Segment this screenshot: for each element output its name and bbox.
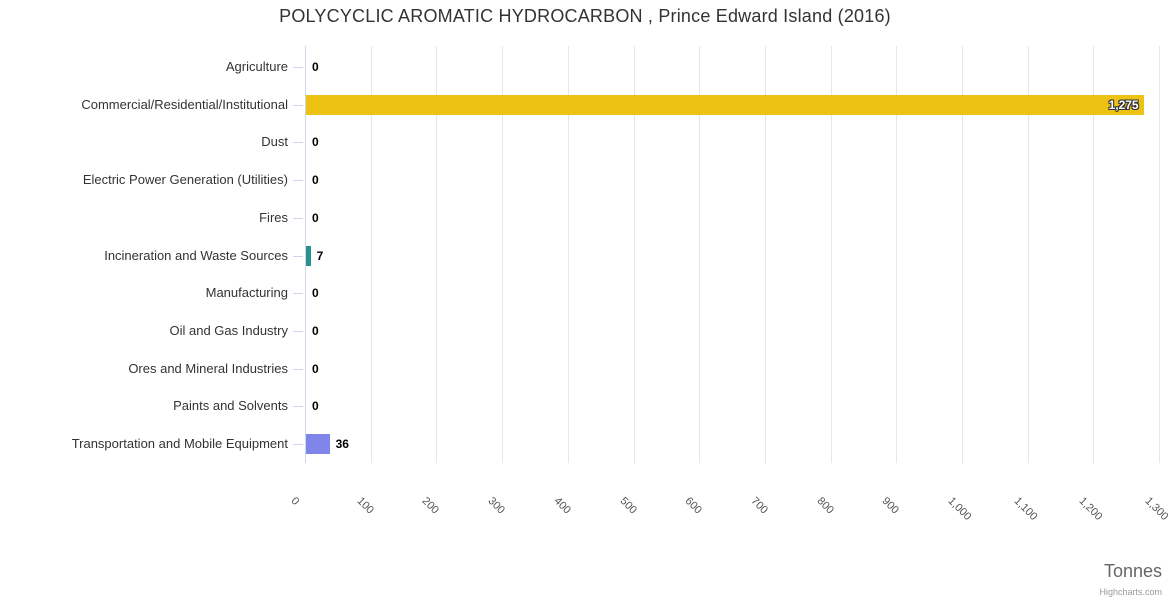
bar[interactable] (306, 94, 1144, 115)
bar-value-label: 0 (312, 286, 319, 301)
gridline (961, 46, 963, 463)
bar-value-label: 1,275 (1108, 97, 1139, 112)
gridline (1159, 46, 1160, 463)
category-tick-mark (293, 180, 303, 181)
gridline (370, 46, 372, 463)
gridline (830, 46, 832, 463)
category-axis-line (305, 46, 306, 463)
x-axis-tick-label: 200 (419, 495, 442, 517)
bar-value-label: 7 (316, 248, 324, 263)
category-label: Ores and Mineral Industries (128, 360, 288, 376)
category-label: Transportation and Mobile Equipment (71, 436, 288, 452)
bar-value-label: 0 (312, 399, 319, 414)
category-tick-mark (293, 368, 303, 370)
category-label: Oil and Gas Industry (169, 323, 289, 338)
category-label: Manufacturing (205, 285, 288, 301)
bar-value-label: 0 (312, 210, 319, 225)
bar-value-label: 0 (312, 324, 319, 338)
gridline (1093, 46, 1095, 463)
highcharts-credit-link[interactable]: Highcharts.com (1099, 587, 1162, 597)
bar[interactable] (306, 245, 311, 266)
category-label: Fires (259, 209, 288, 225)
x-axis-tick-label: 500 (617, 495, 639, 517)
category-tick-mark (293, 444, 303, 446)
x-axis-tick-label: 700 (748, 495, 770, 517)
category-tick-mark (293, 217, 303, 219)
gridline (633, 46, 635, 463)
gridline (567, 46, 569, 463)
x-axis-unit-title: Tonnes (1103, 561, 1162, 581)
bar-value-label: 0 (312, 173, 319, 187)
bar[interactable] (306, 434, 330, 455)
gridline (1027, 46, 1029, 463)
bar-value-label: 0 (312, 135, 319, 150)
gridline (896, 46, 898, 463)
bar-value-label: 36 (335, 437, 349, 452)
x-axis-tick-label: 600 (682, 495, 705, 517)
x-axis-tick-label: 800 (814, 495, 836, 517)
x-axis-tick-label: 0 (288, 495, 302, 508)
gridline (502, 46, 504, 463)
x-axis-tick-label: 100 (354, 495, 376, 517)
x-axis-tick-label: 1,100 (1011, 495, 1040, 523)
category-tick-mark (293, 66, 303, 68)
x-axis-tick-label: 1,200 (1076, 495, 1105, 523)
gridline (699, 46, 701, 463)
category-label: Paints and Solvents (173, 398, 288, 414)
category-tick-mark (293, 255, 303, 257)
chart-title: POLYCYCLIC AROMATIC HYDROCARBON , Prince… (279, 6, 891, 26)
category-label: Electric Power Generation (Utilities) (82, 172, 288, 187)
category-label: Agriculture (225, 58, 288, 74)
bar-value-label: 0 (312, 361, 319, 376)
bar-value-label: 0 (312, 59, 319, 74)
category-tick-mark (293, 104, 303, 106)
gridline (436, 46, 438, 463)
category-label: Dust (261, 134, 288, 150)
category-label: Incineration and Waste Sources (104, 247, 288, 263)
category-tick-mark (293, 293, 303, 295)
category-label: Commercial/Residential/Institutional (81, 96, 288, 112)
x-axis-tick-label: 300 (485, 495, 508, 517)
x-axis-tick-label: 1,000 (945, 495, 974, 523)
x-axis-tick-label: 1,300 (1142, 495, 1170, 523)
category-tick-mark (293, 406, 303, 408)
gridline (764, 46, 766, 463)
x-axis-tick-label: 400 (551, 495, 573, 517)
category-tick-mark (293, 142, 303, 144)
category-tick-mark (293, 331, 303, 332)
x-axis-tick-label: 900 (879, 495, 902, 517)
